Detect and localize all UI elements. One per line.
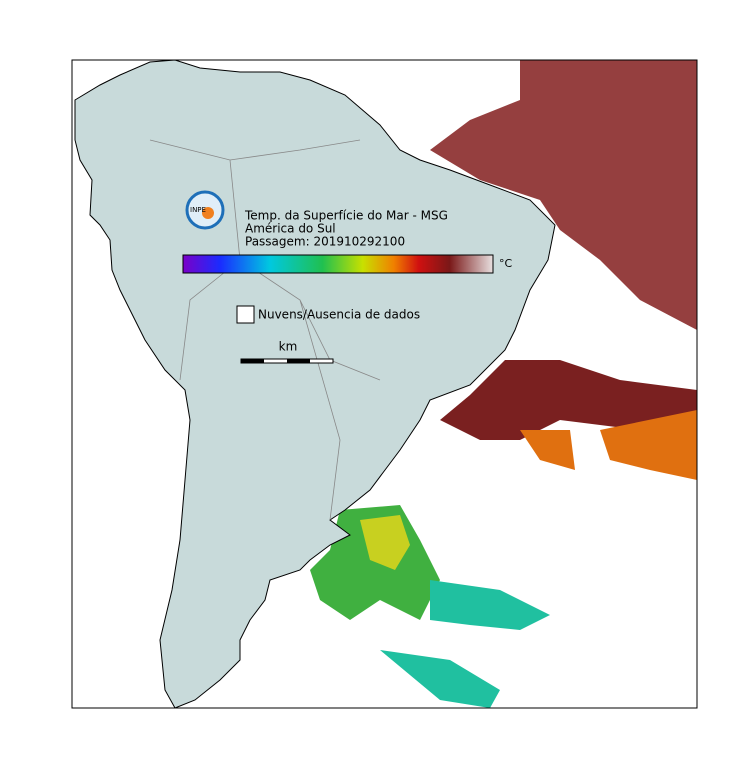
sst-yellow <box>360 515 410 570</box>
title-line: Temp. da Superfície do Mar - MSG <box>244 209 448 223</box>
no-data-label: Nuvens/Ausencia de dados <box>258 308 420 322</box>
map-area <box>72 60 697 708</box>
sst-orange <box>520 410 697 480</box>
sst-warm <box>440 360 697 440</box>
no-data-swatch <box>236 305 255 324</box>
sst-cyan <box>380 580 550 708</box>
title-line: América do Sul <box>245 222 336 236</box>
scale-bar <box>240 358 334 364</box>
title-line: Passagem: 201910292100 <box>245 235 405 249</box>
colorbar-unit: °C <box>499 257 513 270</box>
sst-warm <box>430 60 697 330</box>
logo: INPE <box>185 190 225 230</box>
scale-unit: km <box>279 340 298 354</box>
borders <box>149 139 381 521</box>
colorbar <box>182 254 494 274</box>
logo-text: INPE <box>190 206 206 214</box>
frame <box>71 59 698 709</box>
